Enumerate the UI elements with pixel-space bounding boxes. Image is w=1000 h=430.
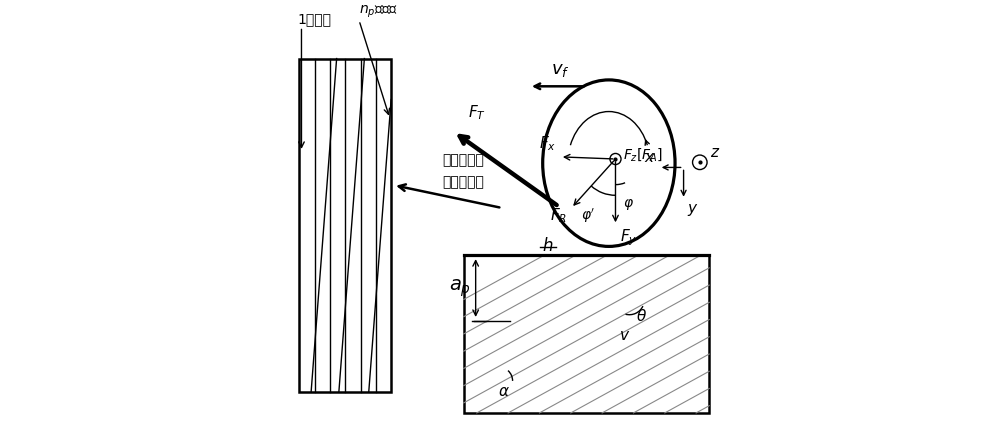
Text: $\alpha$: $\alpha$ bbox=[498, 384, 510, 399]
Text: $\varphi'$: $\varphi'$ bbox=[581, 206, 595, 224]
Text: $F_R$: $F_R$ bbox=[550, 206, 567, 225]
Text: $x$: $x$ bbox=[644, 150, 655, 165]
Text: $n_p$号微元: $n_p$号微元 bbox=[359, 4, 398, 20]
Text: 沿圆周方向: 沿圆周方向 bbox=[442, 154, 484, 167]
Text: $F_x$: $F_x$ bbox=[539, 134, 557, 153]
Circle shape bbox=[610, 154, 621, 165]
Text: $v$: $v$ bbox=[619, 328, 630, 343]
Text: $y$: $y$ bbox=[687, 202, 699, 218]
Text: $h$: $h$ bbox=[542, 237, 554, 255]
Text: $F_y$: $F_y$ bbox=[620, 227, 637, 248]
Bar bbox=[464, 255, 709, 413]
Text: $a_p$: $a_p$ bbox=[449, 277, 471, 299]
Text: $z$: $z$ bbox=[710, 145, 721, 160]
Text: $v_f$: $v_f$ bbox=[551, 61, 569, 79]
Text: $\theta$: $\theta$ bbox=[636, 308, 647, 324]
Circle shape bbox=[693, 155, 707, 169]
Text: 展开，放大: 展开，放大 bbox=[442, 175, 484, 189]
Text: $F_z[F_A]$: $F_z[F_A]$ bbox=[623, 146, 663, 163]
Text: $\varphi$: $\varphi$ bbox=[623, 197, 634, 212]
Bar bbox=[299, 58, 391, 392]
Text: 1号微元: 1号微元 bbox=[297, 12, 331, 27]
Text: $F_T$: $F_T$ bbox=[468, 104, 486, 122]
